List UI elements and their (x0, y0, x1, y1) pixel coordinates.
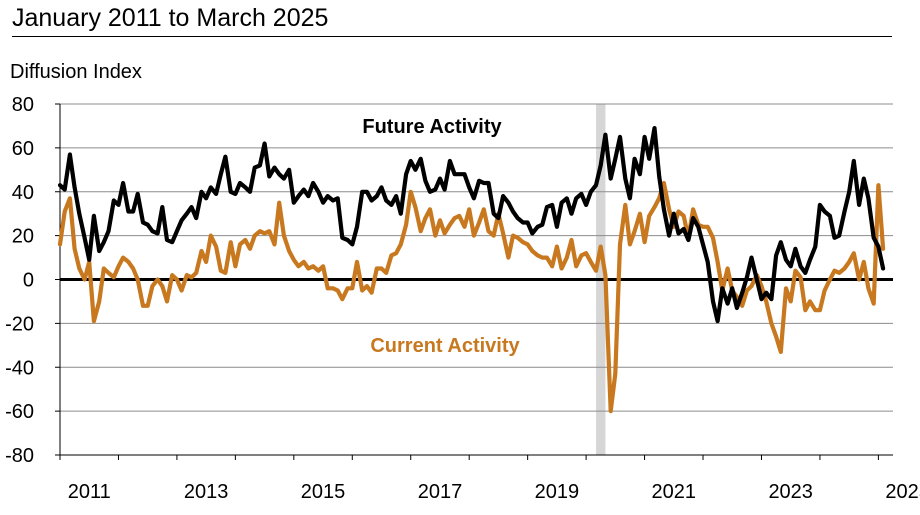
y-tick-label: -40 (5, 357, 34, 379)
x-tick-label: 2021 (652, 481, 697, 503)
y-tick-label: 40 (12, 182, 34, 204)
series-layer (57, 126, 886, 414)
x-tick-label: 2025 (885, 481, 920, 503)
x-tick-label: 2011 (68, 481, 111, 503)
label-layer: Future Activity Current Activity (362, 116, 520, 357)
x-tick-label: 2015 (301, 481, 346, 503)
y-tick-label: 60 (12, 138, 34, 160)
y-tick-label: -80 (5, 445, 34, 467)
y-tick-label: 0 (23, 270, 34, 292)
current-activity-line (57, 180, 886, 414)
x-tick-label: 2013 (184, 481, 229, 503)
y-tick-label: -60 (5, 401, 34, 423)
x-tick-label: 2017 (418, 481, 463, 503)
x-tick-label: 2023 (768, 481, 813, 503)
chart-title: January 2011 to March 2025 (12, 4, 329, 32)
current-activity-label: Current Activity (370, 335, 520, 357)
future-activity-line (57, 126, 886, 324)
future-activity-label: Future Activity (362, 116, 502, 138)
y-tick-label: 20 (12, 226, 34, 248)
y-tick-label: -20 (5, 313, 34, 335)
y-tick-label: 80 (12, 94, 34, 116)
title-rule (12, 36, 892, 37)
axis-layer: 80 60 40 20 0 -20 -40 -60 -80 2011 2013 2015 2017 201… (5, 94, 920, 503)
x-tick-label: 2019 (535, 481, 580, 503)
y-axis-label: Diffusion Index (10, 61, 142, 83)
